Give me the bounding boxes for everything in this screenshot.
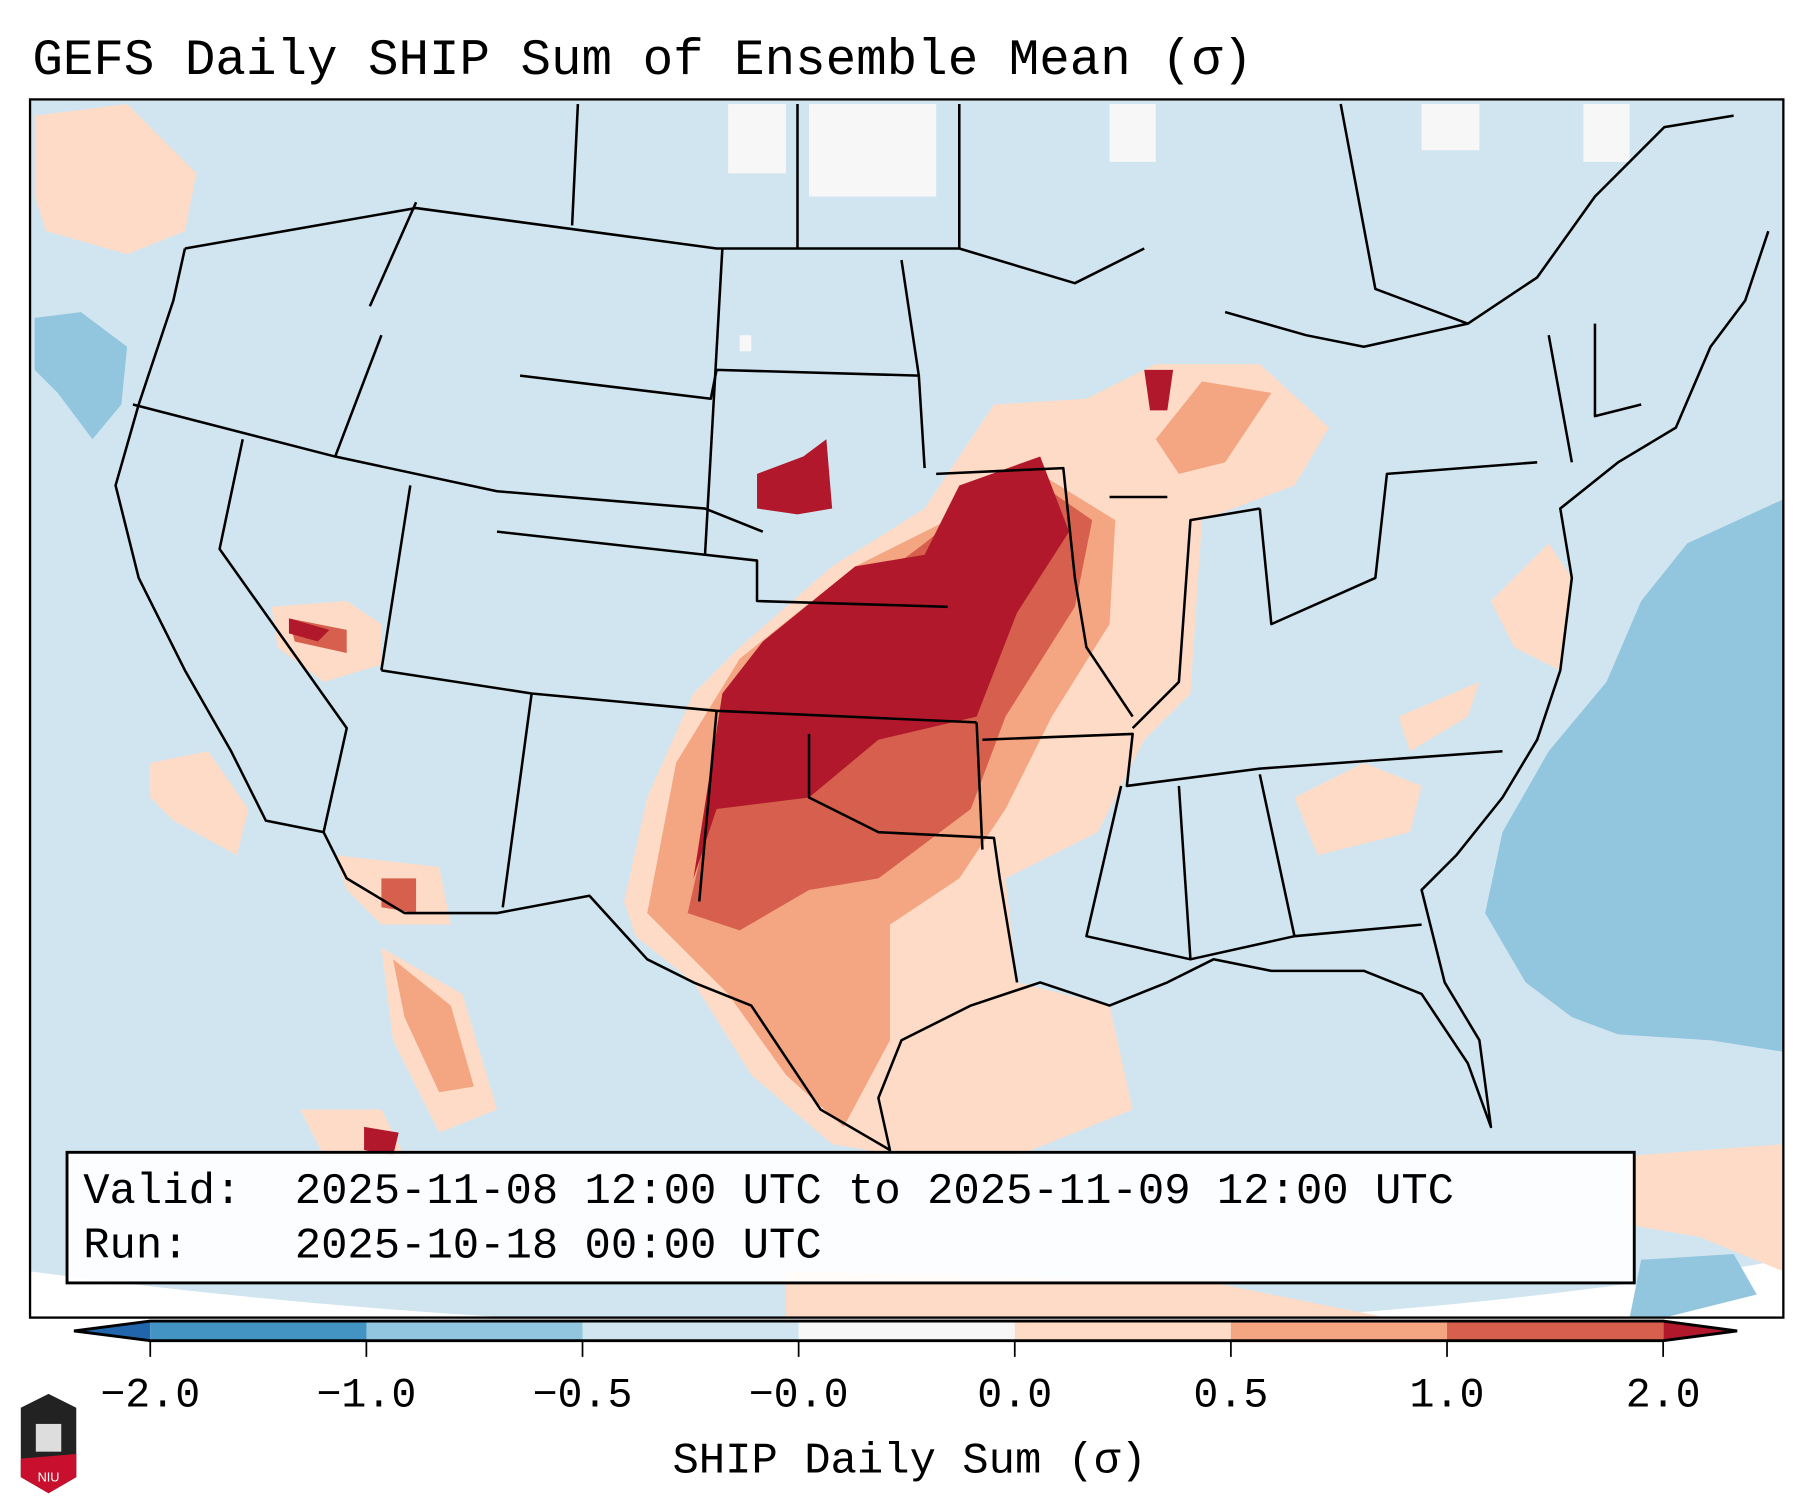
colorbar-bin	[798, 1321, 1016, 1341]
chart-title: GEFS Daily SHIP Sum of Ensemble Mean (σ)	[32, 33, 1252, 90]
neutral-patches	[728, 104, 1630, 352]
colorbar-tick-label: −0.5	[533, 1373, 633, 1420]
colorbar-bin	[1230, 1321, 1448, 1341]
colorbar-tick-label: 1.0	[1410, 1373, 1485, 1420]
colorbar-tick-label: −1.0	[316, 1373, 416, 1420]
colorbar-tick-label: 2.0	[1626, 1373, 1701, 1420]
info-box: Valid: 2025-11-08 12:00 UTC to 2025-11-0…	[65, 1150, 1636, 1285]
logo-text: NIU	[38, 1470, 60, 1485]
colorbar-over-extension	[1663, 1321, 1738, 1341]
run-value: 2025-10-18 00:00 UTC	[295, 1221, 822, 1271]
colorbar-bin	[366, 1321, 584, 1341]
ocean-negative-anomaly	[1485, 499, 1784, 1052]
map-panel	[30, 99, 1784, 1318]
colorbar-tick-label: −2.0	[100, 1373, 200, 1420]
colorbar-bin	[1014, 1321, 1232, 1341]
colorbar-tick-label: 0.5	[1193, 1373, 1268, 1420]
state-borders	[132, 103, 1642, 983]
colorbar-bin	[150, 1321, 367, 1341]
colorbar-under-extension	[73, 1321, 151, 1341]
gulf-negative-anomaly	[1629, 1254, 1757, 1318]
map-frame	[28, 98, 1785, 1319]
colorbar-tick-label: 0.0	[977, 1373, 1052, 1420]
colorbar	[73, 1319, 1738, 1343]
country-coastlines	[114, 114, 1770, 1152]
colorbar-bin	[1447, 1321, 1664, 1341]
run-label: Run:	[83, 1221, 188, 1271]
colorbar-label: SHIP Daily Sum (σ)	[672, 1436, 1146, 1486]
projection-edge	[30, 1259, 1784, 1318]
colorbar-ticks: −2.0 −1.0 −0.5 −0.0 0.0 0.5 1.0 2.0	[100, 1340, 1701, 1420]
pacific-negative-anomaly	[34, 312, 128, 440]
colorbar-tick-label: −0.0	[749, 1373, 849, 1420]
positive-anomaly-darkred	[288, 369, 1174, 1156]
niu-logo: NIU	[20, 1393, 77, 1494]
colorbar-bin	[582, 1321, 800, 1341]
valid-label: Valid:	[83, 1167, 241, 1217]
valid-value: 2025-11-08 12:00 UTC to 2025-11-09 12:00…	[295, 1167, 1454, 1217]
